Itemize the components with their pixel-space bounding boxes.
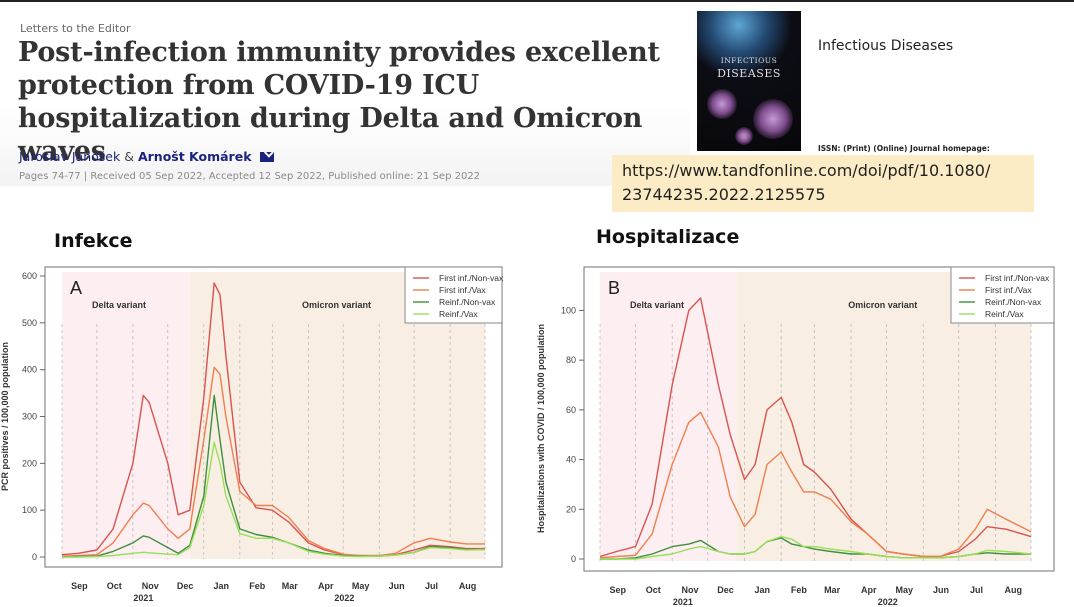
x-tick-label: Mar: [824, 585, 841, 595]
virus-illustration: [735, 127, 753, 145]
x-tick-label: May: [896, 585, 914, 595]
y-tick-label: 400: [22, 365, 37, 375]
legend-label: First inf./Non-vax: [439, 273, 504, 283]
issn-line: ISSN: (Print) (Online) Journal homepage:: [818, 144, 990, 153]
y-tick-label: 20: [566, 504, 576, 514]
series-line-1: [599, 297, 1032, 558]
legend-label: First inf./Vax: [985, 285, 1032, 295]
year-label: 2021: [133, 593, 153, 603]
chart-heading-hospitalizations: Hospitalizace: [596, 226, 740, 248]
year-label: 2022: [878, 597, 898, 607]
x-tick-label: Oct: [107, 581, 122, 591]
region-label: Omicron variant: [302, 300, 371, 310]
region-label: Omicron variant: [848, 300, 917, 310]
chart-b-hospitalizations: Delta variant Omicron variant Sep Oct Nov Dec…: [536, 266, 1055, 607]
virus-illustration: [707, 89, 737, 119]
y-axis-label: Hospitalizations with COVID / 100,000 po…: [536, 324, 546, 533]
x-tick-label: Aug: [459, 581, 477, 591]
year-label: 2022: [334, 593, 354, 603]
chart-a-infections: Delta variant Omicron variant Sep Oct Nov Dec…: [0, 266, 504, 603]
y-tick-label: 500: [22, 318, 37, 328]
y-tick-label: 0: [32, 552, 37, 562]
delta-region: [600, 272, 737, 561]
author-list: Jaroslav Janošek & Arnošt Komárek: [19, 149, 274, 164]
x-tick-label: Jul: [425, 581, 438, 591]
x-tick-label: Nov: [681, 585, 698, 595]
legend-label: First inf./Non-vax: [985, 273, 1050, 283]
article-title: Post-infection immunity provides excelle…: [18, 37, 660, 167]
legend: First inf./Non-vax First inf./Vax Reinf./N…: [404, 266, 504, 324]
author-link[interactable]: Arnošt Komárek: [137, 149, 252, 164]
y-tick-label: 40: [566, 455, 576, 465]
top-border: [0, 0, 1074, 2]
legend-label: First inf./Vax: [439, 285, 486, 295]
x-tick-label: Feb: [791, 585, 808, 595]
x-tick-label: Sep: [610, 585, 627, 595]
series-line-2: [61, 366, 485, 557]
doi-link[interactable]: https://www.tandfonline.com/doi/pdf/10.1…: [622, 159, 1032, 207]
series-line-4: [600, 535, 1032, 560]
envelope-icon[interactable]: [259, 152, 274, 162]
article-header: Letters to the Editor Post-infection imm…: [0, 6, 690, 186]
legend-label: Reinf./Vax: [439, 309, 478, 319]
panel-label: A: [70, 278, 82, 298]
cover-title-line2: DISEASES: [717, 67, 781, 80]
year-label: 2021: [673, 597, 693, 607]
series-line-4: [62, 441, 486, 558]
x-tick-label: Jan: [754, 585, 770, 595]
y-tick-label: 600: [22, 271, 37, 281]
chart-heading-infections: Infekce: [54, 230, 133, 252]
journal-name: Infectious Diseases: [818, 38, 954, 54]
x-tick-label: Oct: [646, 585, 661, 595]
x-tick-label: Jul: [970, 585, 983, 595]
x-tick-label: Apr: [318, 581, 334, 591]
x-tick-label: Sep: [71, 581, 88, 591]
panel-label: B: [608, 278, 620, 298]
x-tick-label: Dec: [177, 581, 194, 591]
doi-line-2: 23744235.2022.2125575: [622, 185, 826, 204]
cover-title-line1: INFECTIOUS: [720, 56, 778, 65]
delta-region: [62, 272, 190, 559]
legend-label: Reinf./Non-vax: [439, 297, 496, 307]
journal-cover: INFECTIOUS DISEASES: [697, 11, 801, 151]
doi-callout: https://www.tandfonline.com/doi/pdf/10.1…: [612, 155, 1034, 212]
y-tick-label: 80: [566, 355, 576, 365]
legend: First inf./Non-vax First inf./Vax Reinf./N…: [950, 266, 1055, 324]
y-tick-label: 0: [571, 554, 576, 564]
x-tick-label: Jun: [389, 581, 405, 591]
y-tick-label: 100: [561, 305, 576, 315]
publication-meta: Pages 74-77 | Received 05 Sep 2022, Acce…: [19, 171, 481, 182]
region-label: Delta variant: [92, 300, 146, 310]
y-tick-label: 300: [22, 412, 37, 422]
y-tick-label: 200: [22, 458, 37, 468]
x-tick-label: Apr: [861, 585, 877, 595]
legend-label: Reinf./Non-vax: [985, 297, 1042, 307]
virus-illustration: [753, 99, 793, 139]
series-line-2: [599, 411, 1032, 559]
y-axis-label: PCR positives / 100,000 population: [0, 342, 10, 491]
x-tick-label: Dec: [717, 585, 734, 595]
x-tick-label: Aug: [1004, 585, 1022, 595]
y-tick-label: 60: [566, 405, 576, 415]
author-link[interactable]: Jaroslav Janošek: [19, 149, 121, 164]
y-tick-label: 100: [22, 505, 37, 515]
series-line-1: [61, 282, 485, 557]
x-tick-label: Jan: [213, 581, 229, 591]
region-label: Delta variant: [630, 300, 684, 310]
section-label: Letters to the Editor: [20, 22, 131, 35]
x-tick-label: Mar: [282, 581, 299, 591]
legend-label: Reinf./Vax: [985, 309, 1024, 319]
author-separator: &: [124, 149, 134, 164]
x-tick-label: Feb: [249, 581, 266, 591]
x-tick-label: Jun: [933, 585, 949, 595]
x-tick-label: Nov: [142, 581, 159, 591]
doi-line-1: https://www.tandfonline.com/doi/pdf/10.1…: [622, 161, 991, 180]
x-tick-label: May: [352, 581, 370, 591]
